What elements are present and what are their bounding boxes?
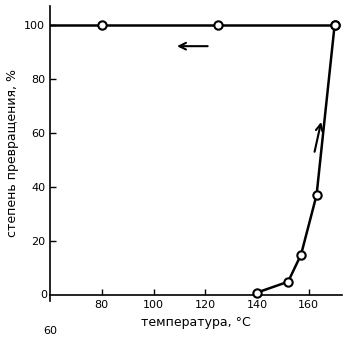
- Text: 0: 0: [40, 290, 47, 300]
- Text: 60: 60: [43, 326, 57, 336]
- X-axis label: температура, °C: температура, °C: [141, 316, 251, 329]
- Y-axis label: степень превращения, %: степень превращения, %: [6, 69, 18, 237]
